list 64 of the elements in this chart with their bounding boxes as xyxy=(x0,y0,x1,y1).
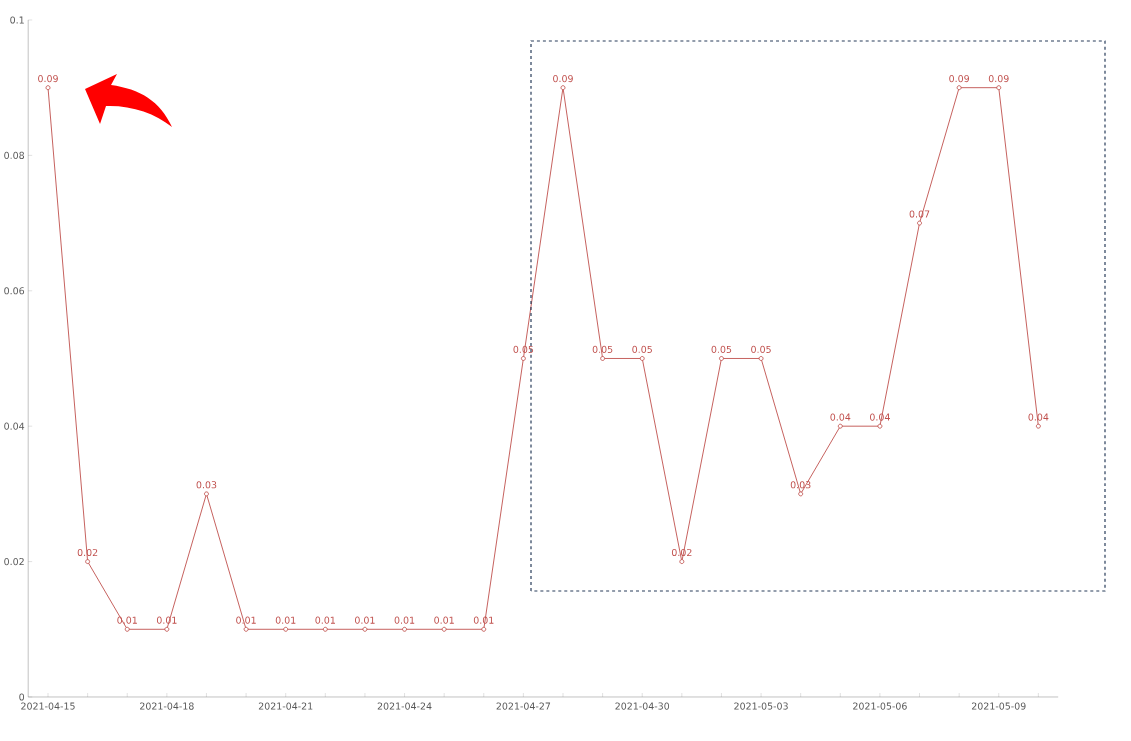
point xyxy=(322,626,328,632)
point xyxy=(85,559,91,565)
point xyxy=(204,491,209,497)
x-tick-label: 2021-04-21 xyxy=(258,702,313,710)
data-label: 0.04 xyxy=(870,413,890,421)
y-tick-label: 0.08 xyxy=(4,151,25,159)
data-label: 0.01 xyxy=(117,616,137,624)
x-tick-label: 2021-04-30 xyxy=(615,702,670,710)
data-label: 0.09 xyxy=(553,75,573,83)
x-tick-label: 2021-05-03 xyxy=(734,702,788,710)
y-tick-label: 0.04 xyxy=(4,422,25,430)
point xyxy=(996,85,1002,91)
point xyxy=(917,220,922,226)
data-label: 0.04 xyxy=(830,413,851,421)
data-label: 0.01 xyxy=(315,616,335,624)
x-tick-label: 2021-05-06 xyxy=(853,702,907,710)
data-label: 0.01 xyxy=(275,616,296,624)
y-tick-label: 0 xyxy=(19,693,25,701)
point xyxy=(600,356,606,361)
point xyxy=(956,85,962,91)
point xyxy=(719,356,724,361)
point xyxy=(877,423,883,429)
point xyxy=(837,423,843,429)
x-tick-label: 2021-04-18 xyxy=(140,702,194,710)
point xyxy=(124,626,130,632)
point xyxy=(283,626,289,632)
point xyxy=(441,626,447,632)
x-tick-label: 2021-04-27 xyxy=(496,702,551,710)
point xyxy=(243,626,249,632)
data-label: 0.01 xyxy=(156,616,177,624)
data-label: 0.01 xyxy=(394,616,415,624)
data-label: 0.01 xyxy=(355,616,375,624)
point xyxy=(1035,423,1041,429)
point xyxy=(402,626,407,632)
point xyxy=(758,356,764,361)
point xyxy=(520,356,526,361)
data-label: 0.09 xyxy=(988,75,1009,83)
data-label: 0.05 xyxy=(711,345,732,353)
x-tick-label: 2021-04-15 xyxy=(21,702,75,710)
x-tick-label: 2021-05-09 xyxy=(971,702,1026,710)
data-label: 0.05 xyxy=(592,345,613,353)
point xyxy=(679,559,685,565)
data-label: 0.05 xyxy=(751,345,771,353)
data-label: 0.09 xyxy=(38,75,58,83)
point xyxy=(481,626,487,632)
point xyxy=(45,85,51,91)
point xyxy=(164,626,170,632)
data-label: 0.09 xyxy=(949,75,970,83)
data-label: 0.07 xyxy=(909,210,930,218)
y-tick-label: 0.06 xyxy=(4,287,25,295)
data-label: 0.02 xyxy=(77,548,98,557)
data-label: 0.05 xyxy=(632,345,652,353)
x-tick-label: 2021-04-24 xyxy=(377,702,432,710)
data-label: 0.01 xyxy=(236,616,256,624)
y-tick-label: 0.02 xyxy=(4,558,24,566)
point xyxy=(798,491,804,497)
y-tick-label: 0.1 xyxy=(10,16,24,24)
data-label: 0.03 xyxy=(196,481,217,489)
point xyxy=(362,626,368,632)
data-label: 0.01 xyxy=(473,616,494,624)
data-label: 0.05 xyxy=(513,345,534,353)
point xyxy=(639,356,645,361)
point xyxy=(560,85,566,91)
data-label: 0.01 xyxy=(434,616,454,624)
